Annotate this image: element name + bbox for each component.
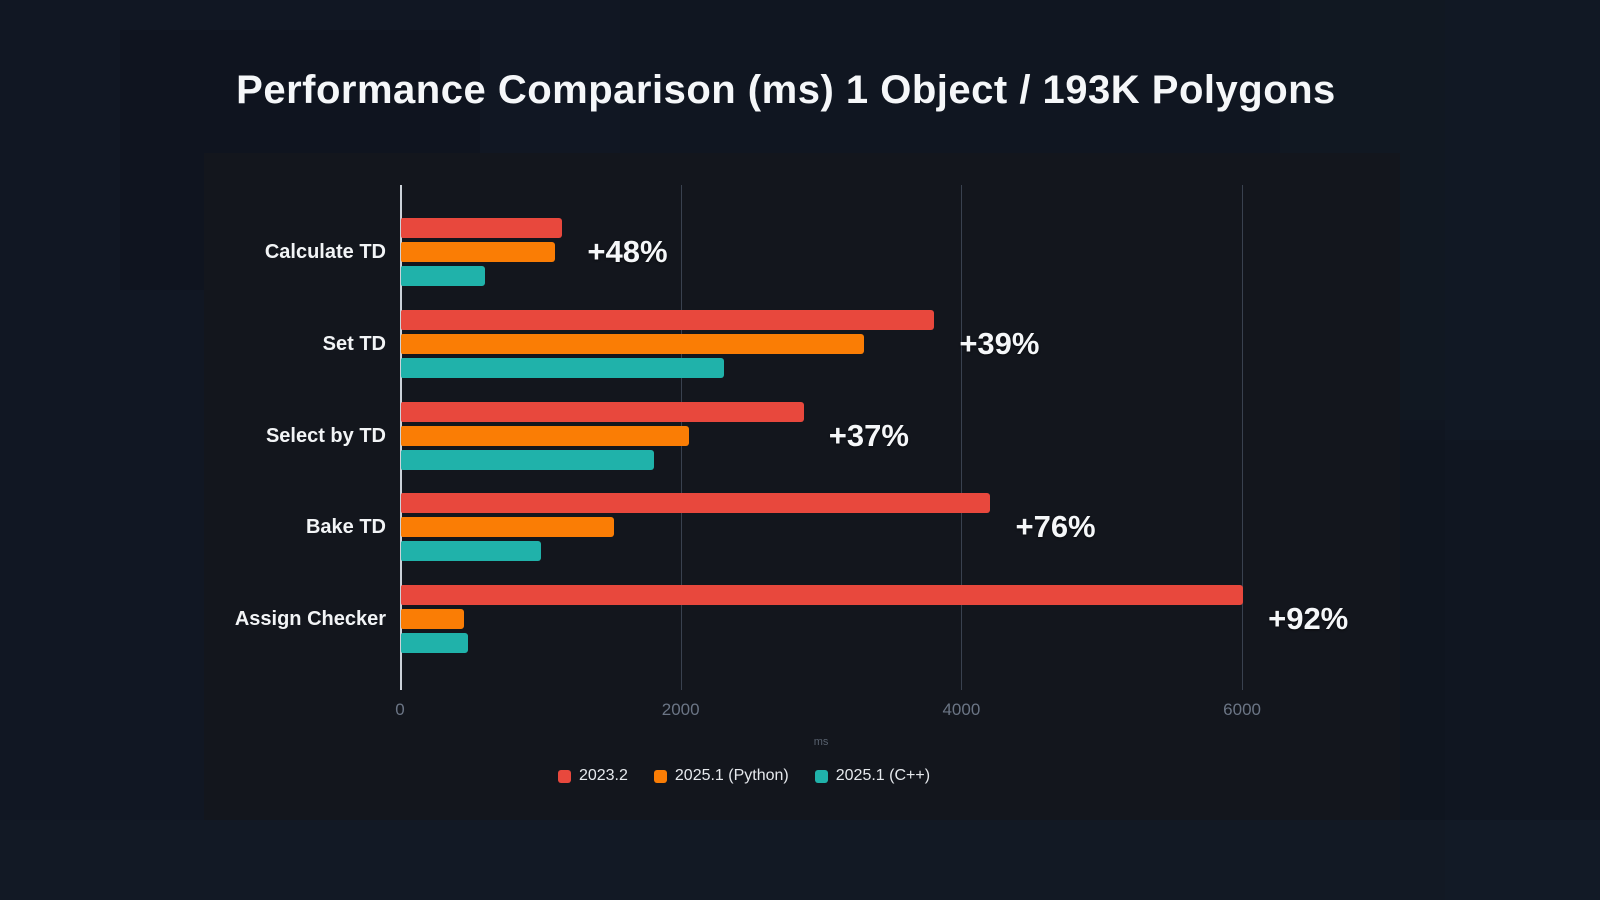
- bar-2023-2-select-by-td: [401, 401, 804, 422]
- x-tick-label-0: 0: [395, 700, 405, 719]
- background-tile: [0, 820, 1600, 900]
- category-label-set-td: Set TD: [322, 332, 386, 355]
- bar-2025-1-c--set-td: [401, 357, 724, 378]
- bar-2023-2-calculate-td: [401, 218, 563, 238]
- legend-label: 2025.1 (Python): [674, 767, 789, 784]
- chart-title: Performance Comparison (ms) 1 Object / 1…: [236, 68, 1336, 112]
- chart-panel: 0 2000 4000 6000 ms Calculate TD +48% Set TD +39…: [204, 153, 1400, 820]
- bar-2025-1-c--assign-checker: [401, 633, 469, 653]
- bar-2025-1-python--bake-td: [401, 517, 615, 538]
- improvement-annotation-set-td: +39%: [959, 325, 1040, 361]
- bar-2025-1-c--bake-td: [401, 541, 542, 562]
- legend-item-2025-1-c-: 2025.1 (C++): [814, 767, 931, 785]
- improvement-annotation-bake-td: +76%: [1015, 509, 1096, 545]
- gridline-x-6000: [1242, 185, 1244, 690]
- legend-label: 2023.2: [578, 767, 628, 784]
- legend-swatch-icon: [653, 769, 667, 783]
- bar-2025-1-python--calculate-td: [401, 242, 556, 262]
- category-label-calculate-td: Calculate TD: [264, 241, 386, 263]
- legend-swatch-icon: [814, 769, 828, 783]
- bar-2025-1-c--calculate-td: [401, 266, 486, 286]
- bar-2025-1-python--set-td: [401, 333, 865, 354]
- bar-2023-2-assign-checker: [401, 585, 1244, 605]
- improvement-annotation-calculate-td: +48%: [587, 234, 668, 269]
- bar-2025-1-c--select-by-td: [401, 449, 654, 470]
- legend-swatch-icon: [557, 769, 571, 783]
- bar-2023-2-bake-td: [401, 493, 991, 514]
- bar-2025-1-python--select-by-td: [401, 425, 689, 446]
- x-axis-title: ms: [813, 736, 829, 748]
- category-label-select-by-td: Select by TD: [265, 424, 386, 447]
- plot-area: 0 2000 4000 6000 ms Calculate TD +48% Set TD +39…: [204, 153, 1400, 820]
- x-tick-label-6000: 6000: [1223, 700, 1261, 719]
- background-tile: [1445, 0, 1600, 900]
- improvement-annotation-select-by-td: +37%: [828, 417, 909, 453]
- bar-2023-2-set-td: [401, 309, 935, 330]
- legend-item-2023-2: 2023.2: [557, 767, 628, 785]
- bar-2025-1-python--assign-checker: [401, 609, 465, 629]
- chart-legend: 2023.2 2025.1 (Python) 2025.1 (C++): [204, 763, 1284, 789]
- category-label-assign-checker: Assign Checker: [234, 608, 386, 630]
- background-tile: [1380, 440, 1600, 820]
- legend-item-2025-1-python-: 2025.1 (Python): [653, 767, 789, 785]
- gridline-x-4000: [961, 185, 963, 690]
- x-tick-label-4000: 4000: [942, 700, 981, 719]
- category-label-bake-td: Bake TD: [305, 516, 386, 539]
- improvement-annotation-assign-checker: +92%: [1268, 601, 1349, 636]
- legend-label: 2025.1 (C++): [835, 767, 931, 784]
- x-tick-label-2000: 2000: [661, 700, 700, 719]
